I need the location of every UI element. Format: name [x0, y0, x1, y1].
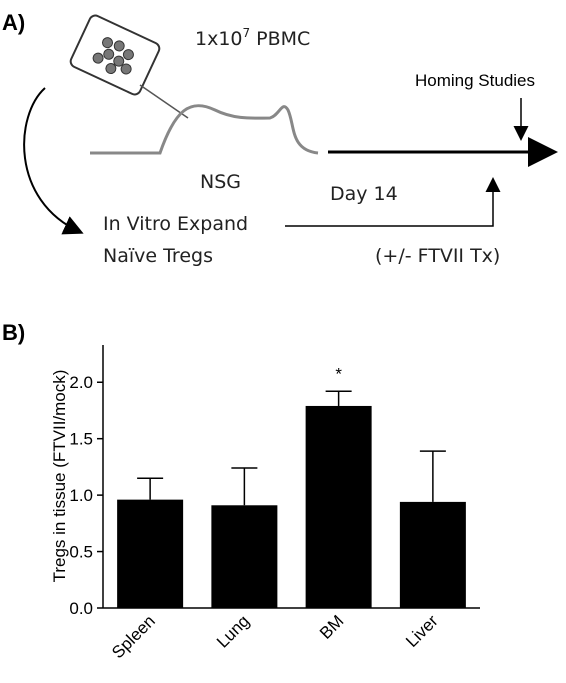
treatment-label: (+/- FTVII Tx) — [375, 245, 500, 267]
day-label: Day 14 — [330, 183, 398, 205]
y-tick-label: 0.5 — [69, 543, 93, 562]
error-bar — [137, 477, 164, 500]
bar — [117, 499, 184, 608]
x-tick-label: Spleen — [108, 611, 159, 662]
x-tick-label: BM — [316, 611, 347, 642]
error-bar — [231, 467, 258, 506]
syringe — [69, 14, 161, 96]
panel-label: A) — [2, 10, 25, 35]
error-bar — [419, 450, 446, 502]
significance-mark: * — [335, 364, 342, 383]
y-tick-label: 1.0 — [69, 486, 93, 505]
expand-arrow — [23, 87, 84, 235]
injection-arrow — [285, 177, 501, 227]
y-axis-label: Tregs in tissue (FTVII/mock) — [50, 370, 69, 583]
panel-label: B) — [2, 320, 25, 345]
mouse-outline — [90, 104, 319, 155]
bar — [305, 405, 372, 608]
mouse-label: NSG — [200, 171, 241, 193]
expand-label: Naïve Tregs — [103, 245, 213, 267]
homing-label: Homing Studies — [415, 71, 535, 90]
error-bar — [325, 390, 352, 406]
bar — [399, 501, 466, 608]
y-tick-label: 1.5 — [69, 430, 93, 449]
x-tick-label: Liver — [402, 611, 442, 651]
x-tick-label: Lung — [213, 611, 253, 651]
bar — [211, 505, 278, 608]
y-tick-label: 0.0 — [69, 599, 93, 618]
y-tick-label: 2.0 — [69, 373, 93, 392]
expand-label: In Vitro Expand — [103, 213, 248, 235]
pbmc-label: 1x107 PBMC — [195, 26, 310, 50]
